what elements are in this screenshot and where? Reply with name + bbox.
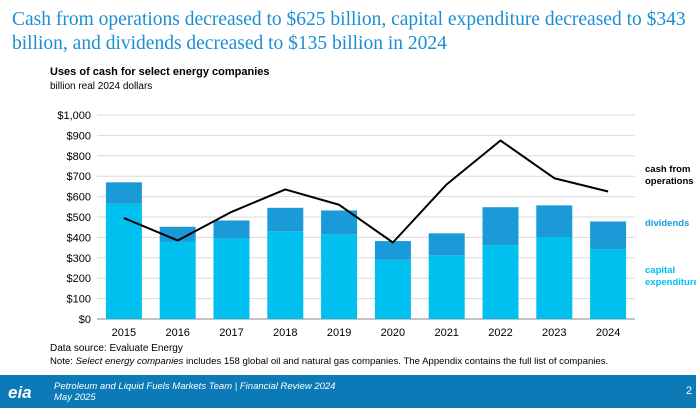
footer-bar: eia Petroleum and Liquid Fuels Markets T… [0, 375, 696, 408]
note-suffix: includes 158 global oil and natural gas … [183, 356, 609, 367]
y-tick-label: $700 [67, 171, 91, 183]
legend-label: expenditure [645, 277, 696, 288]
bar-capital-expenditure [159, 241, 196, 319]
page-number: 2 [686, 385, 693, 397]
data-source: Data source: Evaluate Energy [50, 343, 183, 354]
chart-subtitle: billion real 2024 dollars [50, 81, 153, 92]
bar-capital-expenditure [428, 255, 465, 319]
y-tick-label: $300 [67, 253, 91, 265]
footer-team-line: Petroleum and Liquid Fuels Markets Team … [54, 381, 336, 392]
bar-dividends [590, 221, 627, 250]
legend-label: capital [645, 265, 675, 276]
bar-dividends [105, 182, 142, 204]
bar-capital-expenditure [105, 203, 142, 319]
bar-dividends [159, 226, 196, 242]
bar-dividends [482, 207, 519, 246]
y-tick-label: $200 [67, 273, 91, 285]
bar-capital-expenditure [321, 234, 358, 319]
legend-label: operations [645, 176, 694, 187]
bar-capital-expenditure [213, 238, 250, 319]
y-tick-label: $900 [67, 130, 91, 142]
y-tick-label: $1,000 [57, 110, 91, 122]
x-tick-label: 2018 [273, 327, 297, 339]
bar-dividends [321, 210, 358, 235]
y-tick-label: $800 [67, 151, 91, 163]
footer-date: May 2025 [54, 392, 96, 403]
legend-label: dividends [645, 218, 689, 229]
footer-text: Petroleum and Liquid Fuels Markets Team … [54, 381, 335, 403]
y-tick-label: $0 [79, 314, 91, 326]
bar-dividends [536, 205, 573, 237]
chart-note: Note: Select energy companies includes 1… [50, 356, 608, 367]
line-cash-from-operations [123, 139, 609, 244]
bar-dividends [267, 207, 304, 232]
y-tick-label: $100 [67, 294, 91, 306]
chart-title: Uses of cash for select energy companies [50, 66, 270, 78]
x-tick-label: 2019 [327, 327, 351, 339]
x-tick-label: 2022 [488, 327, 512, 339]
eia-logo: eia [8, 383, 32, 402]
bar-dividends [213, 220, 250, 239]
x-tick-label: 2023 [542, 327, 566, 339]
bar-dividends [374, 241, 411, 260]
x-tick-label: 2016 [165, 327, 189, 339]
chart-area: $0 $100 $200 $300 $400 $500 $600 $700 $800 $900 $1… [57, 110, 696, 339]
x-tick-label: 2024 [596, 327, 620, 339]
legend-label: cash from [645, 164, 690, 175]
y-tick-label: $500 [67, 212, 91, 224]
x-tick-label: 2015 [112, 327, 136, 339]
bar-capital-expenditure [590, 249, 627, 319]
page-headline: Cash from operations decreased to $625 b… [12, 9, 686, 54]
note-prefix: Note: [50, 356, 76, 367]
bar-dividends [428, 233, 465, 256]
x-tick-label: 2020 [381, 327, 405, 339]
y-tick-label: $400 [67, 232, 91, 244]
y-tick-label: $600 [67, 192, 91, 204]
bar-capital-expenditure [536, 236, 573, 319]
x-tick-label: 2017 [219, 327, 243, 339]
bar-capital-expenditure [267, 231, 304, 319]
x-tick-label: 2021 [434, 327, 458, 339]
bar-capital-expenditure [374, 259, 411, 319]
note-italic: Select energy companies [75, 356, 184, 367]
bar-capital-expenditure [482, 245, 519, 319]
